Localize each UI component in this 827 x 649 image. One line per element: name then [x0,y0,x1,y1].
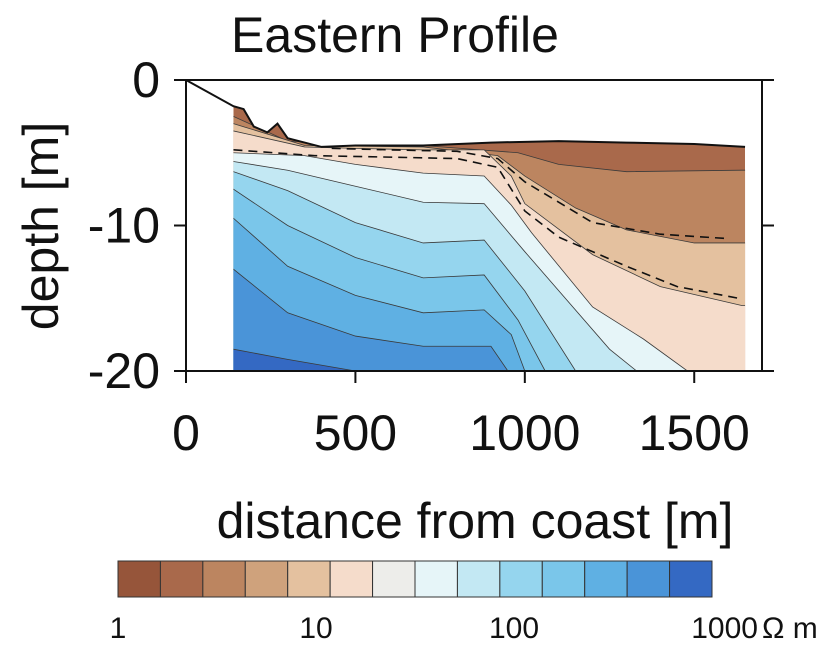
x-axis-ticks: 0 500 1000 1500 [172,371,750,461]
x-tick-label: 0 [172,405,200,461]
contour-band-2 [233,268,746,371]
colorbar-swatch-11 [541,560,586,598]
y-tick-label: 0 [132,52,160,108]
colorbar [117,560,713,598]
colorbar-swatch-5 [287,560,331,598]
y-axis-label: depth [m] [13,122,69,330]
colorbar-swatch-10 [499,560,543,598]
colorbar-swatch-8 [414,560,458,598]
colorbar-unit: Ω m [762,612,818,645]
y-tick-label: -10 [88,198,160,254]
colorbar-swatch-4 [244,560,289,598]
colorbar-swatch-13 [626,560,671,598]
colorbar-tick-label: 1 [110,612,127,645]
colorbar-swatch-3 [202,560,246,598]
colorbar-tick-label: 100 [489,612,539,645]
colorbar-swatch-1 [117,560,161,598]
dashed-contour-1 [233,149,739,300]
x-axis-label: distance from coast [m] [217,493,734,549]
colorbar-swatch-14 [669,560,713,598]
x-tick-label: 1000 [469,405,580,461]
y-axis-ticks: 0 -10 -20 [88,52,774,399]
x-tick-label: 500 [314,405,397,461]
x-tick-label: 1500 [639,405,750,461]
colorbar-swatch-7 [372,560,416,598]
chart-title: Eastern Profile [231,7,559,63]
colorbar-labels: 1 10 100 1000 [110,612,758,645]
colorbar-tick-label: 1000 [691,612,758,645]
colorbar-swatch-6 [329,560,374,598]
colorbar-swatch-12 [584,560,628,598]
colorbar-tick-label: 10 [299,612,332,645]
seafloor-line [185,79,746,148]
resistivity-section [233,106,746,371]
colorbar-swatch-2 [159,560,204,598]
dashed-contour-2 [331,147,729,240]
colorbar-swatch-9 [456,560,501,598]
y-tick-label: -20 [88,343,160,399]
plot-area [185,79,746,371]
